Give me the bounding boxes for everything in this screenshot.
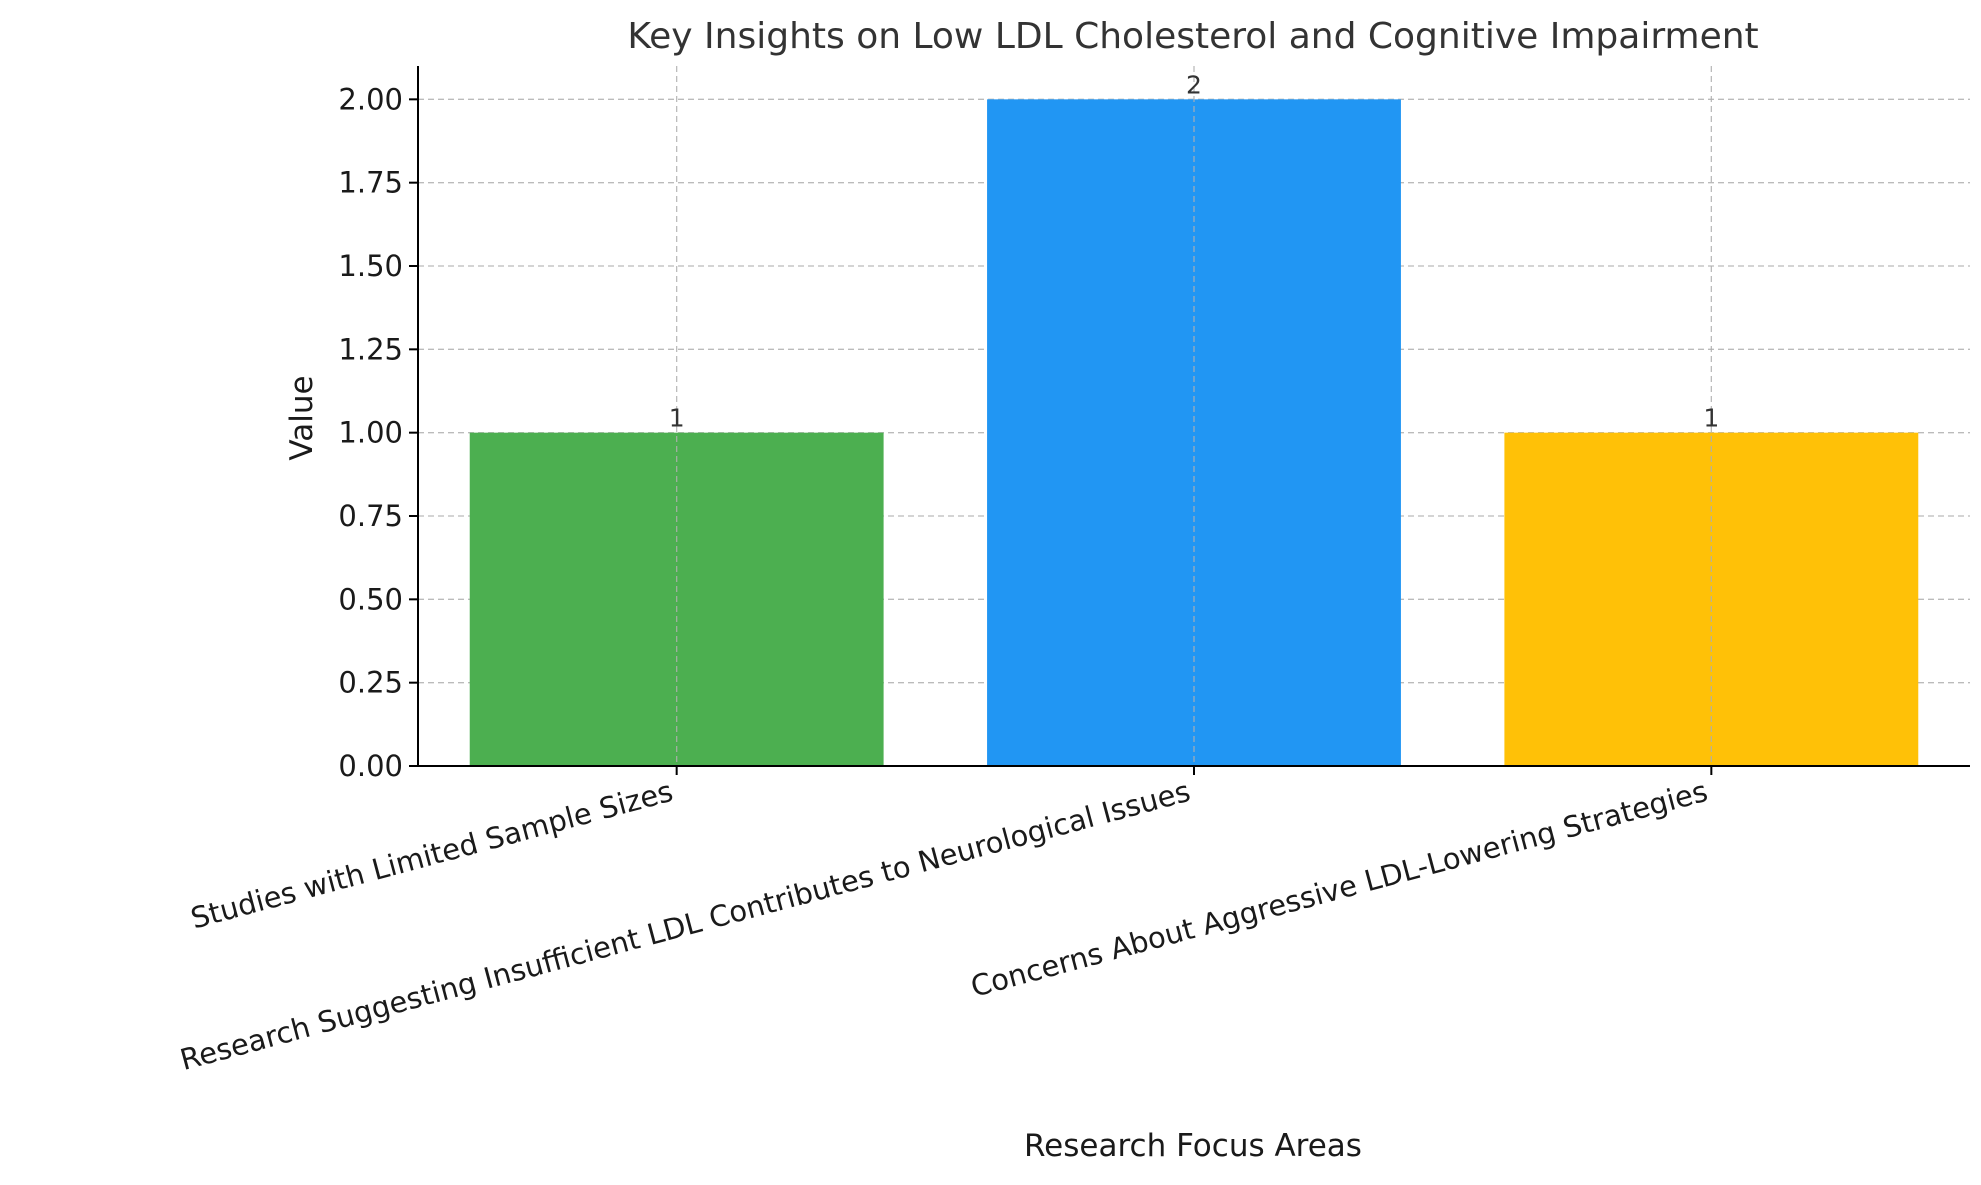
x-axis-label: Research Focus Areas <box>1024 1128 1362 1164</box>
bar-data-label: 1 <box>669 404 685 433</box>
label-layer: 0.00 0.25 0.50 0.75 1.00 1.25 1.50 1.75 2.00 1 2 1 S… <box>177 70 1720 1077</box>
y-tick-label: 1.25 <box>338 332 403 366</box>
y-tick-label: 0.25 <box>338 666 403 700</box>
y-tick-label: 0.75 <box>338 499 403 533</box>
y-tick-label: 1.00 <box>338 416 403 450</box>
chart-title: Key Insights on Low LDL Cholesterol and … <box>627 16 1758 57</box>
y-axis-label: Value <box>284 375 320 460</box>
y-tick-label: 0.50 <box>338 582 403 616</box>
bar-data-label: 2 <box>1186 70 1202 99</box>
x-category-label: Studies with Limited Sample Sizes <box>187 774 676 936</box>
y-tick-label: 1.75 <box>338 166 403 200</box>
y-tick-label: 1.50 <box>338 249 403 283</box>
y-tick-label: 0.00 <box>338 749 403 783</box>
bar-data-label: 1 <box>1703 404 1719 433</box>
bar-layer <box>469 66 1919 767</box>
y-tick-label: 2.00 <box>338 82 403 116</box>
axis-layer <box>409 66 1970 775</box>
x-category-label: Research Suggesting Insufficient LDL Con… <box>177 774 1194 1077</box>
